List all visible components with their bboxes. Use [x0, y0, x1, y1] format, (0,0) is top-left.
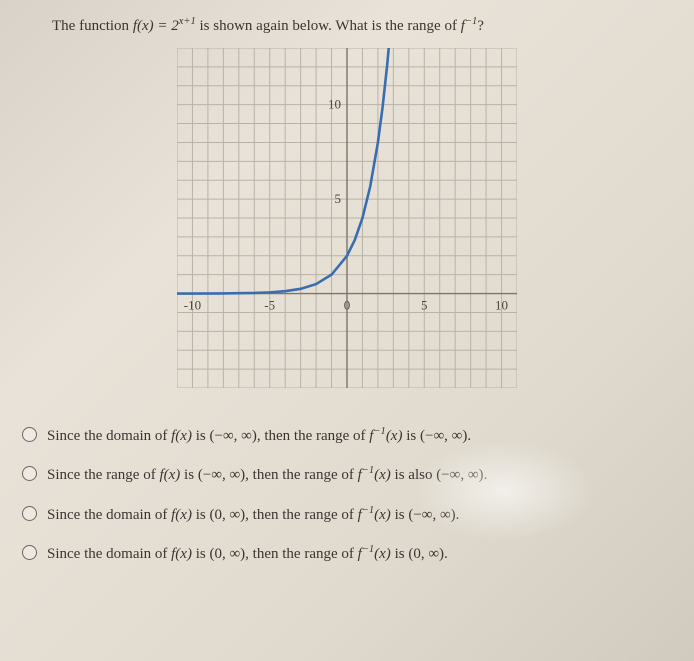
- option-c[interactable]: Since the domain of f(x) is (0, ∞), then…: [22, 503, 666, 527]
- option-d[interactable]: Since the domain of f(x) is (0, ∞), then…: [22, 542, 666, 566]
- option-b-text: Since the range of f(x) is (−∞, ∞), then…: [47, 463, 487, 487]
- option-b[interactable]: Since the range of f(x) is (−∞, ∞), then…: [22, 463, 666, 487]
- svg-text:10: 10: [328, 96, 341, 111]
- svg-text:-10: -10: [184, 297, 201, 312]
- radio-icon[interactable]: [22, 466, 37, 481]
- function-graph: -10 -5 0 5 10 5 10: [177, 48, 517, 388]
- option-a[interactable]: Since the domain of f(x) is (−∞, ∞), the…: [22, 424, 666, 448]
- q-suffix: ?: [477, 18, 484, 34]
- option-c-text: Since the domain of f(x) is (0, ∞), then…: [47, 503, 459, 527]
- radio-icon[interactable]: [22, 427, 37, 442]
- option-a-text: Since the domain of f(x) is (−∞, ∞), the…: [47, 424, 471, 448]
- radio-icon[interactable]: [22, 506, 37, 521]
- question-text: The function f(x) = 2x+1 is shown again …: [0, 0, 694, 38]
- q-func: f(x) = 2: [133, 18, 179, 34]
- q-exp: x+1: [179, 16, 196, 27]
- graph-svg: -10 -5 0 5 10 5 10: [177, 48, 517, 388]
- svg-text:5: 5: [421, 297, 428, 312]
- radio-icon[interactable]: [22, 545, 37, 560]
- q-prefix: The function: [52, 18, 133, 34]
- svg-text:5: 5: [335, 191, 342, 206]
- q-invexp: −1: [465, 16, 477, 27]
- q-mid: is shown again below. What is the range …: [200, 18, 461, 34]
- axis-labels: -10 -5 0 5 10 5 10: [184, 96, 508, 312]
- svg-text:0: 0: [344, 297, 351, 312]
- function-curve: [177, 48, 389, 294]
- option-d-text: Since the domain of f(x) is (0, ∞), then…: [47, 542, 448, 566]
- answer-options: Since the domain of f(x) is (−∞, ∞), the…: [0, 424, 694, 566]
- svg-text:-5: -5: [264, 297, 275, 312]
- svg-text:10: 10: [495, 297, 508, 312]
